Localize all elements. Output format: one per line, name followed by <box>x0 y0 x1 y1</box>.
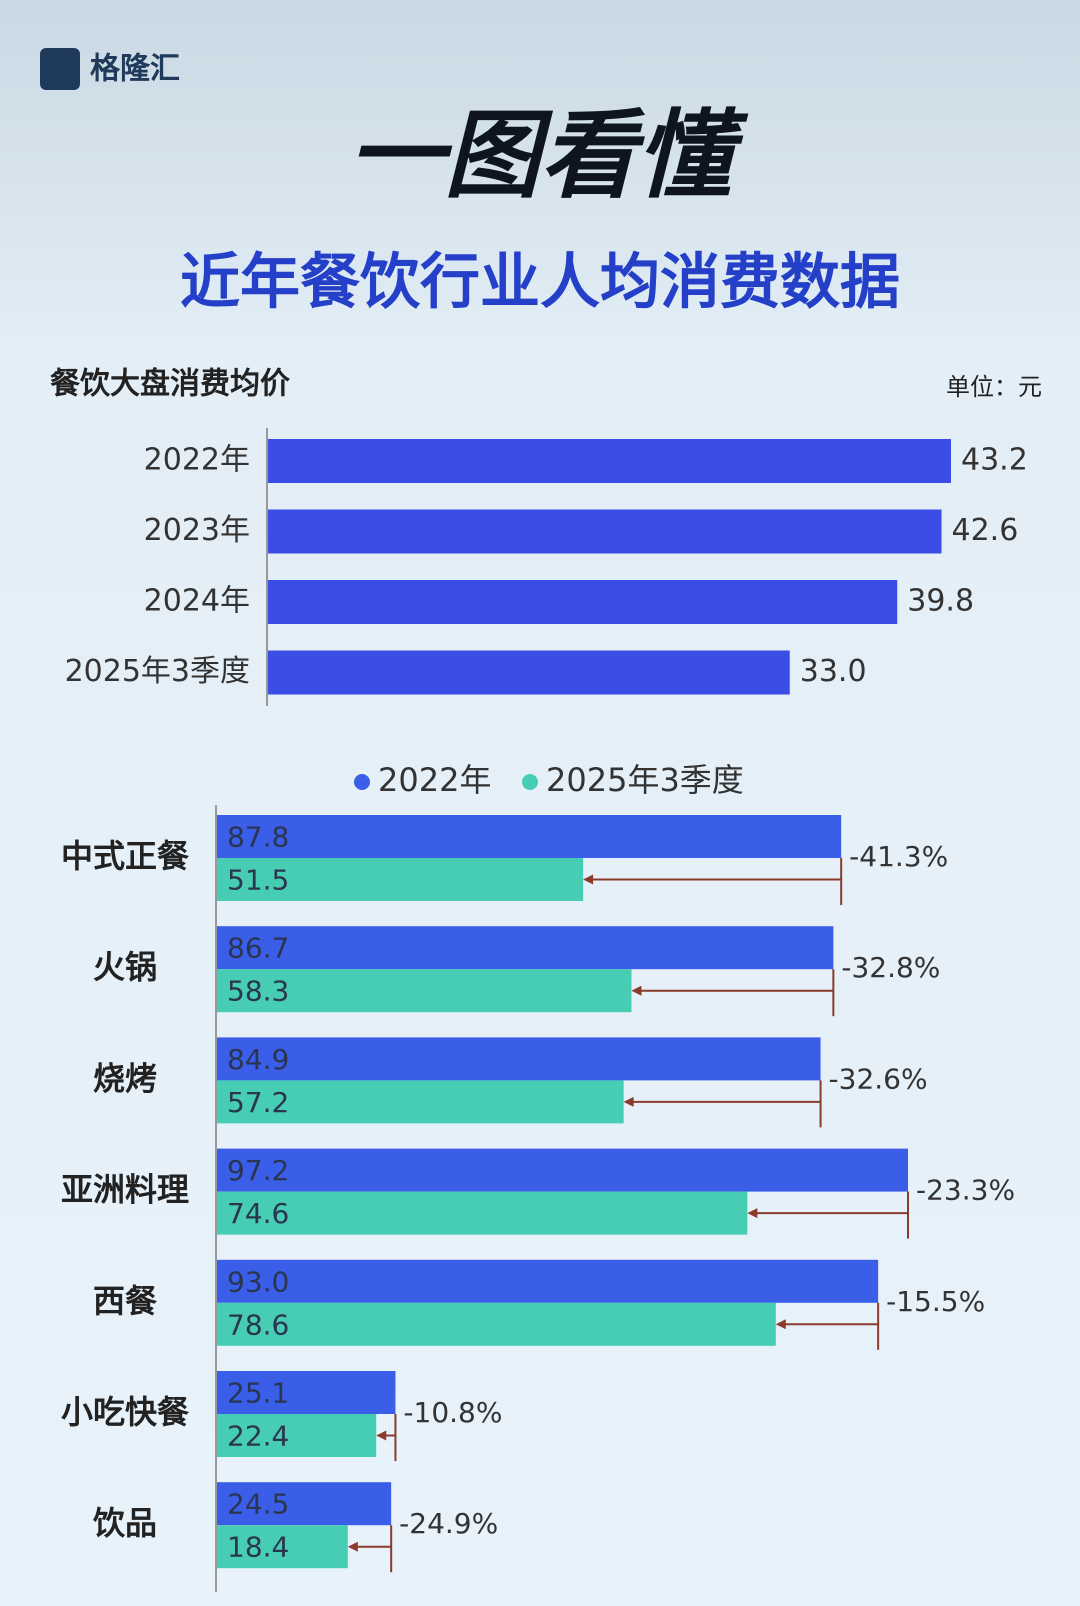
change-label: -24.9% <box>399 1507 498 1540</box>
legend-swatch <box>354 774 370 790</box>
change-label: -32.6% <box>829 1062 928 1095</box>
title: 一图看懂 <box>348 99 749 211</box>
bar <box>217 1191 748 1235</box>
category-label: 亚洲料理 <box>61 1171 189 1209</box>
bar <box>217 1080 624 1124</box>
category-label: 中式正餐 <box>61 837 190 875</box>
value-label: 58.3 <box>227 975 289 1008</box>
bar <box>217 1414 377 1457</box>
bar <box>217 1148 908 1192</box>
bar <box>268 580 898 624</box>
change-label: -10.8% <box>403 1396 502 1429</box>
bar <box>268 650 790 695</box>
value-label: 87.8 <box>227 821 289 854</box>
value-label: 74.6 <box>227 1197 289 1230</box>
bar <box>217 815 842 858</box>
change-label: -41.3% <box>849 840 948 873</box>
arrow-head <box>631 985 642 996</box>
unit-label: 单位：元 <box>946 373 1042 401</box>
y-tick-label: 2024年 <box>144 584 250 619</box>
arrow-head <box>775 1319 786 1330</box>
category-label: 西餐 <box>93 1282 158 1320</box>
arrow-head <box>376 1430 387 1441</box>
y-tick-label: 2023年 <box>144 513 250 548</box>
value-label: 39.8 <box>907 584 974 619</box>
logo-text: 格隆汇 <box>90 52 180 87</box>
arrow-head <box>747 1208 758 1219</box>
value-label: 93.0 <box>227 1265 289 1298</box>
bar <box>268 509 942 554</box>
value-label: 42.6 <box>952 513 1019 548</box>
value-label: 57.2 <box>227 1086 289 1119</box>
bar <box>217 926 834 970</box>
bar <box>217 858 584 901</box>
bar <box>217 1302 776 1346</box>
bar <box>268 439 951 483</box>
bar <box>217 1482 392 1526</box>
change-label: -23.3% <box>916 1174 1015 1207</box>
arrow-head <box>347 1541 358 1552</box>
y-tick-label: 2022年 <box>144 443 250 478</box>
value-label: 51.5 <box>227 864 289 897</box>
category-label: 烧烤 <box>93 1059 157 1097</box>
value-label: 43.2 <box>961 443 1028 478</box>
arrow-head <box>583 874 594 885</box>
value-label: 22.4 <box>227 1420 289 1453</box>
value-label: 33.0 <box>800 654 867 689</box>
subtitle: 近年餐饮行业人均消费数据 <box>180 248 900 318</box>
arrow-head <box>623 1096 634 1107</box>
value-label: 84.9 <box>227 1043 289 1076</box>
value-label: 18.4 <box>227 1531 289 1564</box>
value-label: 78.6 <box>227 1308 289 1341</box>
value-label: 97.2 <box>227 1154 289 1187</box>
value-label: 86.7 <box>227 932 289 965</box>
change-label: -32.8% <box>841 951 940 984</box>
category-label: 小吃快餐 <box>61 1393 190 1431</box>
bar <box>217 1037 821 1081</box>
category-label: 饮品 <box>93 1504 157 1542</box>
bar <box>217 969 632 1013</box>
value-label: 24.5 <box>227 1488 289 1521</box>
y-tick-label: 2025年3季度 <box>65 654 250 689</box>
legend-swatch <box>522 774 538 790</box>
category-label: 火锅 <box>93 948 157 986</box>
value-label: 25.1 <box>227 1377 289 1410</box>
bar <box>217 1259 879 1303</box>
change-label: -15.5% <box>886 1285 985 1318</box>
legend-label: 2025年3季度 <box>546 761 744 799</box>
bar <box>217 1371 396 1414</box>
bar <box>217 1525 348 1569</box>
chart-title: 餐饮大盘消费均价 <box>50 367 290 402</box>
logo-icon <box>40 48 80 90</box>
legend-label: 2022年 <box>378 761 491 799</box>
